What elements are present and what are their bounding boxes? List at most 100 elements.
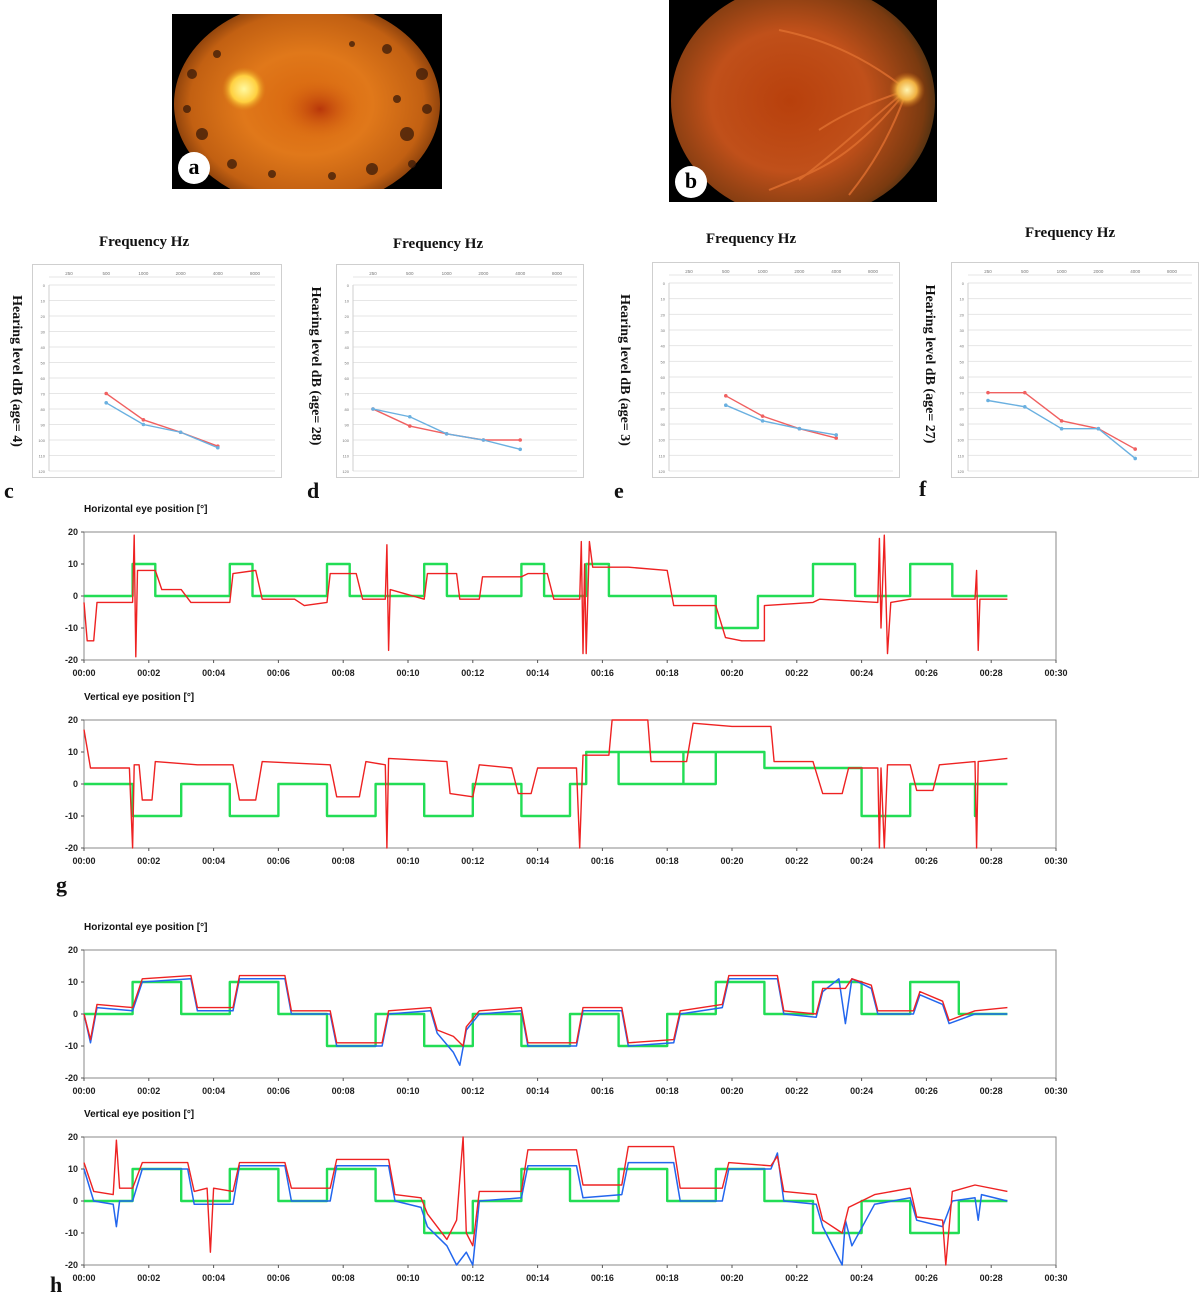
eye-xtick-label: 00:26 [915, 1273, 938, 1283]
panel-letter-c: c [4, 478, 14, 503]
panel-letter-d: d [307, 478, 320, 503]
audiogram-xtick-label: 8000 [250, 271, 261, 276]
audiogram-ytick-label: 0 [347, 283, 350, 288]
h-vertical-chart: 20 10 0 -10 -20 00:00 00:02 00:04 00:06 00:08 00:1… [65, 1132, 1068, 1283]
audiogram-ytick-label: 60 [661, 375, 666, 380]
audiogram-point [1133, 456, 1137, 461]
audiogram-e-plot: 0 10 20 30 40 50 60 70 80 90 100 110 120 250 500 1000 20… [658, 269, 893, 474]
eye-xtick-label: 00:18 [656, 856, 679, 866]
audiogram-f-title: Frequency Hz [1025, 225, 1116, 241]
eye-xtick-label: 00:02 [137, 1273, 160, 1283]
eye-xtick-label: 00:30 [1044, 856, 1067, 866]
audiogram-ytick-label: 90 [41, 423, 46, 428]
eye-xtick-label: 00:16 [591, 856, 614, 866]
eye-xtick-label: 00:28 [980, 1273, 1003, 1283]
eye-xtick-label: 00:00 [72, 1273, 95, 1283]
audiogram-ytick-label: 120 [38, 469, 45, 474]
eye-xtick-label: 00:12 [461, 668, 484, 678]
audiogram-d-ylabel: Hearing level dB (age= 28) [308, 286, 323, 446]
eye-ytick-label: 0 [73, 1009, 78, 1019]
audiogram-xtick-label: 250 [369, 271, 377, 276]
eye-ytick-label: -10 [65, 1041, 78, 1051]
eye-ytick-label: -20 [65, 843, 78, 853]
audiogram-e-ylabel: Hearing level dB (age= 3) [617, 294, 632, 446]
audiogram-ytick-label: 20 [661, 312, 666, 317]
eye-xtick-label: 00:28 [980, 668, 1003, 678]
eye-xtick-label: 00:00 [72, 668, 95, 678]
audiogram-xtick-label: 1000 [138, 271, 149, 276]
fundus-photo-a: a [172, 14, 442, 189]
eye-xtick-label: 00:18 [656, 1086, 679, 1096]
eye-xtick-label: 00:10 [396, 1273, 419, 1283]
eye-xtick-label: 00:26 [915, 856, 938, 866]
audiogram-ytick-label: 80 [661, 406, 666, 411]
eye-xtick-label: 00:04 [202, 856, 225, 866]
audiogram-ytick-label: 0 [663, 281, 666, 286]
eye-xtick-label: 00:30 [1044, 668, 1067, 678]
eye-ytick-label: 10 [68, 559, 78, 569]
eye-ytick-label: -10 [65, 623, 78, 633]
eye-xtick-label: 00:12 [461, 1273, 484, 1283]
audiogram-ytick-label: 10 [41, 299, 46, 304]
eye-ytick-label: -20 [65, 1073, 78, 1083]
audiogram-ytick-label: 20 [345, 314, 350, 319]
audiogram-point [141, 418, 146, 422]
eye-xtick-label: 00:06 [267, 668, 290, 678]
audiogram-ytick-label: 50 [661, 359, 666, 364]
eye-xtick-label: 00:02 [137, 856, 160, 866]
eye-xtick-label: 00:22 [785, 1086, 808, 1096]
audiogram-ytick-label: 80 [41, 407, 46, 412]
audiogram-d-plot: 0 10 20 30 40 50 60 70 80 90 100 110 120 250 500 1000 20… [342, 271, 577, 474]
audiogram-xtick-label: 500 [722, 269, 730, 274]
audiogram-ytick-label: 110 [659, 453, 666, 458]
eye-xtick-label: 00:08 [332, 856, 355, 866]
audiogram-ytick-label: 60 [345, 376, 350, 381]
eye-xtick-label: 00:12 [461, 1086, 484, 1096]
audiogram-point [371, 407, 375, 411]
audiogram-ytick-label: 100 [38, 438, 45, 443]
eye-ytick-label: -10 [65, 811, 78, 821]
panel-letter-g: g [56, 872, 67, 897]
audiogram-xtick-label: 500 [406, 271, 414, 276]
audiogram-xtick-label: 1000 [1057, 269, 1068, 274]
audiogram-ytick-label: 110 [39, 454, 46, 459]
audiogram-ytick-label: 10 [345, 299, 350, 304]
right-eye-trace [83, 534, 1008, 658]
g-horizontal-title: Horizontal eye position [°] [84, 504, 208, 515]
audiogram-xtick-label: 8000 [868, 269, 879, 274]
audiogram-ytick-label: 30 [345, 330, 350, 335]
target-trace [84, 750, 1008, 818]
eye-ytick-label: 20 [68, 1132, 78, 1142]
audiogram-ytick-label: 30 [661, 328, 666, 333]
audiogram-series-line [725, 404, 837, 436]
eye-xtick-label: 00:30 [1044, 1273, 1067, 1283]
eye-ytick-label: 20 [68, 715, 78, 725]
eye-xtick-label: 00:22 [785, 668, 808, 678]
audiogram-point [724, 394, 728, 398]
audiogram-xtick-label: 2000 [1093, 269, 1104, 274]
eye-ytick-label: 10 [68, 977, 78, 987]
audiogram-ytick-label: 30 [960, 328, 965, 333]
audiogram-point [1059, 419, 1064, 423]
audiogram-ytick-label: 0 [962, 281, 965, 286]
audiogram-point [760, 419, 765, 423]
eye-xtick-label: 00:24 [850, 668, 873, 678]
audiogram-xtick-label: 1000 [758, 269, 769, 274]
audiogram-xtick-label: 2000 [794, 269, 805, 274]
eye-xtick-label: 00:06 [267, 856, 290, 866]
audiogram-ytick-label: 60 [960, 375, 965, 380]
eye-xtick-label: 00:14 [526, 668, 549, 678]
audiogram-point [1023, 404, 1027, 409]
audiogram-d: 0 10 20 30 40 50 60 70 80 90 100 110 120 250 500 1000 20… [336, 264, 584, 478]
audiogram-point [518, 447, 522, 452]
eye-xtick-label: 00:14 [526, 856, 549, 866]
eye-xtick-label: 00:22 [785, 1273, 808, 1283]
audiogram-point [724, 403, 728, 407]
eye-xtick-label: 00:16 [591, 668, 614, 678]
audiogram-ytick-label: 70 [960, 391, 965, 396]
audiogram-xtick-label: 4000 [831, 269, 842, 274]
eye-xtick-label: 00:04 [202, 668, 225, 678]
audiogram-c: 0 10 20 30 40 50 60 70 80 90 100 110 120 250 500 1000 20… [32, 264, 282, 478]
audiogram-ytick-label: 40 [960, 344, 965, 349]
audiogram-point [1096, 426, 1101, 431]
